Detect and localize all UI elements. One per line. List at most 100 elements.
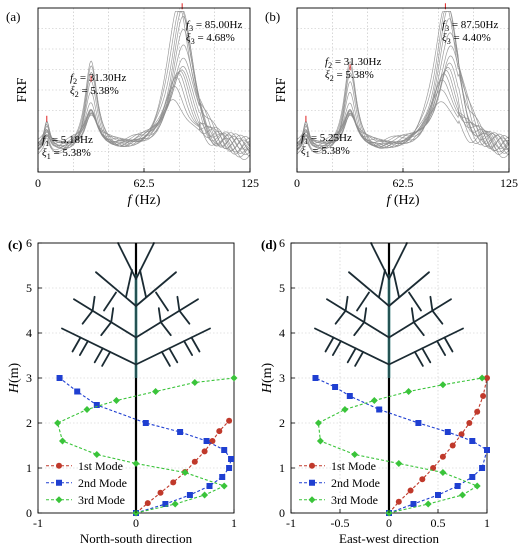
- peak-freq-label-2: f2 = 31.30Hz: [325, 56, 381, 70]
- point-mode3: [459, 491, 466, 499]
- frf-curve-9: [296, 67, 510, 151]
- point-mode2: [312, 375, 319, 381]
- y-axis-label: FRF: [15, 77, 30, 102]
- legend-label: 1st Mode: [78, 459, 123, 473]
- branch-top: [370, 242, 390, 280]
- point-mode3: [220, 482, 228, 490]
- frf-curve-11: [297, 73, 510, 147]
- twig-middle: [159, 321, 172, 337]
- y-tick-label: 4: [26, 326, 32, 340]
- twig-down: [160, 350, 171, 367]
- point-mode2: [376, 406, 383, 413]
- point-mode3: [341, 406, 349, 413]
- point-mode2: [219, 474, 226, 480]
- y-tick-label: 6: [279, 236, 285, 250]
- point-mode3: [191, 379, 199, 386]
- point-mode2: [484, 447, 490, 453]
- point-mode3: [230, 374, 238, 382]
- x-axis-label: North-south direction: [80, 531, 193, 546]
- point-mode2: [56, 375, 63, 381]
- point-mode1: [407, 487, 414, 494]
- series-line-3: [56, 377, 235, 514]
- twig-middle: [100, 321, 113, 337]
- point-mode1: [226, 417, 233, 424]
- twig-down: [168, 347, 179, 364]
- y-tick-label: 5: [279, 281, 285, 295]
- point-mode1: [466, 420, 473, 426]
- point-mode3: [59, 437, 66, 445]
- twig-up: [110, 307, 115, 324]
- point-mode2: [410, 501, 417, 507]
- point-mode2: [142, 420, 149, 426]
- point-mode2: [186, 492, 193, 498]
- point-mode3: [478, 374, 486, 382]
- y-axis-label: H(m): [7, 362, 22, 394]
- branch-upper: [95, 271, 137, 307]
- twig-middle: [334, 309, 347, 325]
- twig-down: [324, 336, 335, 353]
- point-mode2: [469, 474, 476, 480]
- legend-marker: [56, 462, 62, 469]
- branch-top: [117, 242, 137, 280]
- x-tick-label: -0.5: [331, 516, 350, 530]
- x-axis-label: f (Hz): [127, 193, 160, 208]
- branch-top: [135, 242, 155, 280]
- x-tick-label: 0: [294, 176, 300, 190]
- point-mode2: [454, 483, 461, 489]
- point-mode1: [191, 458, 198, 465]
- x-axis-label: f (Hz): [386, 193, 419, 208]
- y-axis-label: FRF: [274, 77, 289, 102]
- point-mode3: [171, 500, 179, 508]
- twig-upper: [408, 291, 422, 312]
- x-tick-label: 0: [133, 516, 139, 530]
- point-mode3: [132, 460, 140, 467]
- branch-lower: [388, 327, 464, 366]
- y-tick-label: 1: [279, 461, 285, 475]
- twig-upper-in: [378, 269, 386, 298]
- x-tick-label: -1: [286, 516, 296, 530]
- y-tick-label: 6: [26, 236, 32, 250]
- point-mode3: [181, 469, 189, 476]
- legend-marker: [308, 496, 316, 504]
- legend-marker: [56, 479, 62, 486]
- branch-upper: [388, 271, 430, 307]
- x-tick-label: 1: [231, 516, 237, 530]
- point-mode1: [157, 489, 164, 496]
- twig-down: [436, 340, 447, 357]
- panel-label: (d): [261, 237, 277, 252]
- frf-curve-13: [296, 89, 510, 150]
- series-2: [312, 375, 490, 516]
- twig-up: [344, 295, 349, 312]
- twig-up: [429, 295, 434, 312]
- peak-freq-label-1: f1 = 5.18Hz: [42, 134, 93, 148]
- point-mode2: [479, 465, 486, 471]
- twig-upper-in: [139, 269, 147, 298]
- legend-marker: [309, 462, 315, 469]
- peak-damping-label-3: ξ3 = 4.40%: [442, 32, 491, 46]
- point-mode3: [473, 482, 481, 490]
- twig-down: [346, 347, 357, 364]
- y-tick-label: 5: [26, 281, 32, 295]
- point-mode2: [469, 438, 476, 444]
- y-tick-label: 0: [26, 506, 32, 520]
- point-mode3: [93, 451, 101, 458]
- x-tick-label: 62.5: [134, 176, 155, 190]
- twig-up: [410, 307, 415, 324]
- x-tick-label: -1: [33, 516, 43, 530]
- peak-freq-label-3: f3 = 87.50Hz: [442, 19, 498, 33]
- frf-curve-7: [37, 57, 251, 156]
- series-3: [314, 374, 486, 517]
- point-mode3: [424, 500, 432, 508]
- twig-upper: [155, 291, 169, 312]
- frf-curve-12: [37, 76, 251, 152]
- legend-label: 2nd Mode: [331, 476, 380, 490]
- twig-up: [176, 295, 181, 312]
- x-tick-label: 1: [484, 516, 490, 530]
- branch-middle: [326, 298, 390, 339]
- legend-marker: [309, 479, 315, 486]
- peak-freq-label-1: f1 = 5.25Hz: [301, 132, 352, 146]
- twig-middle: [412, 321, 425, 337]
